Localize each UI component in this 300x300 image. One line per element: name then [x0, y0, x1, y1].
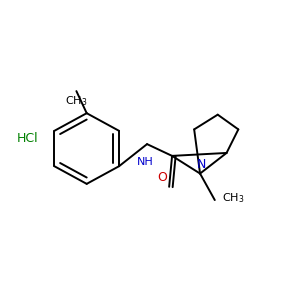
Text: HCl: HCl: [17, 132, 39, 145]
Text: CH$_3$: CH$_3$: [65, 94, 88, 108]
Text: N: N: [196, 158, 206, 171]
Text: NH: NH: [137, 158, 154, 167]
Text: CH$_3$: CH$_3$: [222, 192, 244, 206]
Text: O: O: [157, 171, 167, 184]
